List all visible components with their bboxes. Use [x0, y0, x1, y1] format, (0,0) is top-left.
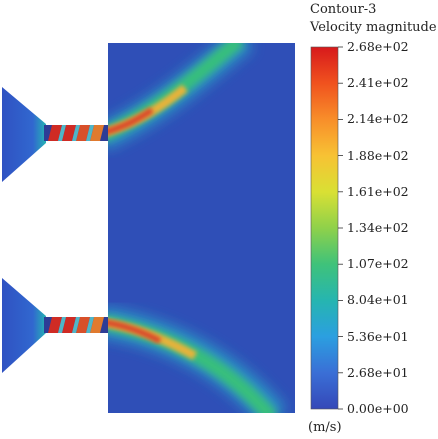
legend-tick-label: 1.34e+02 — [347, 220, 409, 235]
legend-tick-label: 5.36e+01 — [347, 328, 409, 344]
jet-plumes — [108, 43, 287, 413]
legend-subtitle: Velocity magnitude — [310, 20, 437, 35]
legend-tick-label: 1.07e+02 — [347, 256, 409, 272]
legend-title: Contour-3 — [310, 2, 377, 17]
legend-tick-label: 2.41e+02 — [347, 75, 409, 91]
legend-tick-label: 2.68e+01 — [347, 364, 409, 380]
legend-tick-label: 1.61e+02 — [347, 183, 409, 199]
legend-colorbar — [310, 46, 339, 410]
legend-tick-label: 2.14e+02 — [347, 111, 409, 127]
legend-tick-marks — [338, 46, 343, 410]
legend-unit: (m/s) — [308, 420, 342, 435]
legend-tick-label: 1.88e+02 — [347, 147, 409, 163]
legend-tick-label: 2.68e+02 — [347, 39, 409, 54]
legend-tick-label: 8.04e+01 — [347, 292, 409, 308]
legend-tick-label: 0.00e+00 — [347, 401, 409, 416]
upper-nozzle — [2, 87, 108, 182]
lower-nozzle — [2, 278, 108, 373]
